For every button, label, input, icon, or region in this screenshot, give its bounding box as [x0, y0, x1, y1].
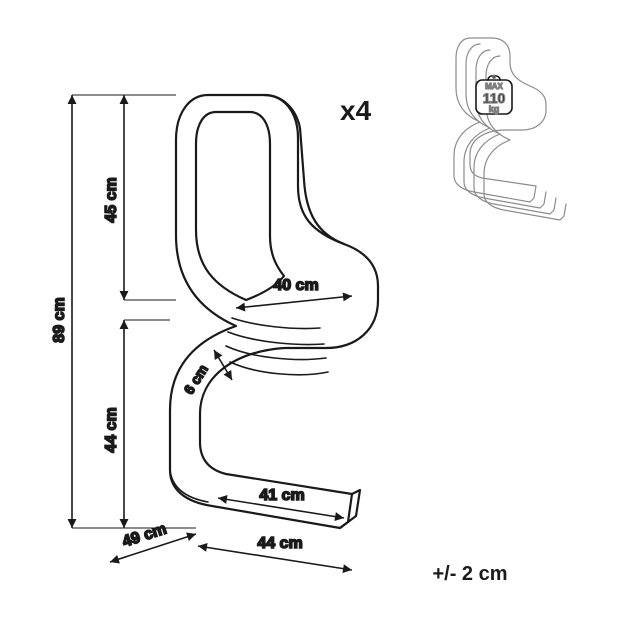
- dimension-lines: 89 cm 45 cm 44 cm 40 cm 6 cm 41 cm 44 cm…: [51, 95, 352, 570]
- thumbnail-chair-stack: MAX 110 kg: [454, 38, 566, 220]
- dim-seat-width: 40 cm: [273, 277, 318, 294]
- chair-dimension-diagram: MAX 110 kg x4 89 cm 45 cm 44 cm 40 cm 6 …: [0, 0, 620, 620]
- main-chair-outline: [170, 95, 378, 528]
- tolerance-label: +/- 2 cm: [432, 563, 507, 585]
- dim-base-depth: 49 cm: [120, 521, 168, 551]
- dim-base-width: 44 cm: [257, 535, 302, 552]
- dim-seat-thickness: 6 cm: [181, 362, 211, 398]
- dim-base-inner: 41 cm: [259, 487, 304, 504]
- dim-seat-height: 44 cm: [103, 407, 120, 452]
- max-weight-badge: MAX 110 kg: [476, 76, 512, 115]
- dim-total-height: 89 cm: [51, 297, 68, 342]
- quantity-label: x4: [340, 95, 372, 126]
- dim-back-height: 45 cm: [103, 177, 120, 222]
- weight-unit: kg: [489, 104, 500, 114]
